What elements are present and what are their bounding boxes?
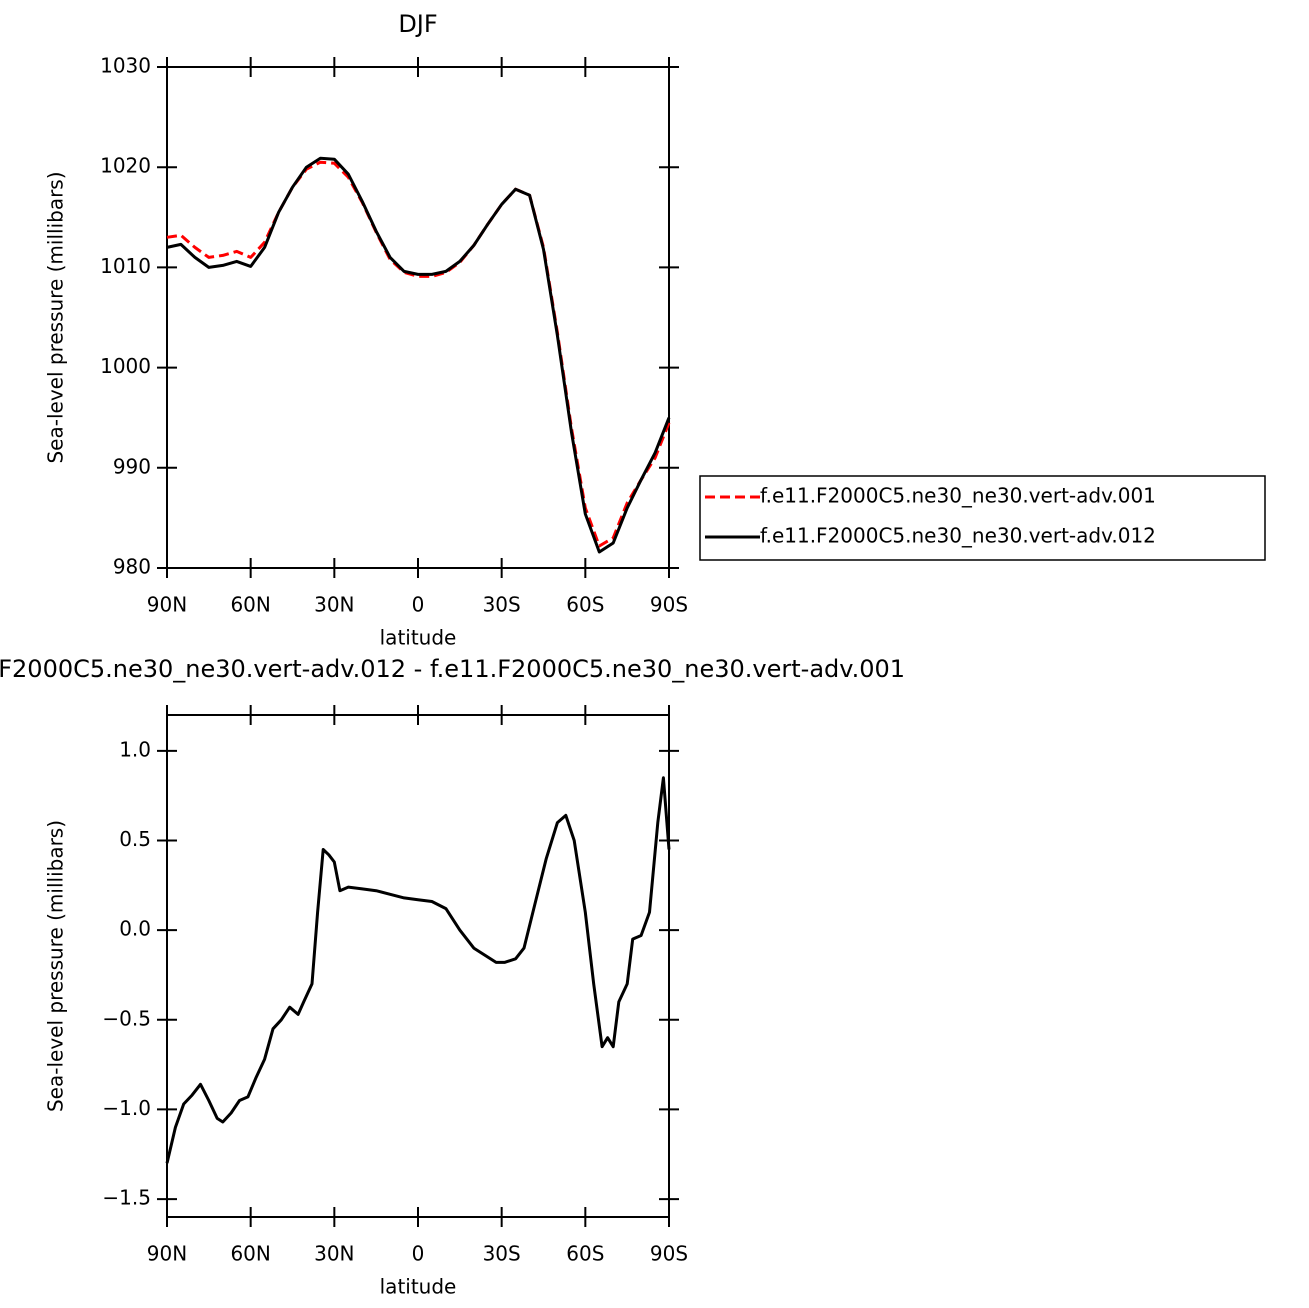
x-axis-label: latitude xyxy=(380,1275,457,1299)
chart-title: f.e11.F2000C5.ne30_ne30.vert-adv.012 - f… xyxy=(0,655,905,683)
x-tick-label: 60S xyxy=(566,1242,604,1266)
legend-box xyxy=(699,475,1266,561)
y-tick-label: 1010 xyxy=(100,254,151,278)
x-tick-label: 90S xyxy=(650,1242,688,1266)
x-tick-label: 0 xyxy=(412,593,425,617)
y-tick-label: 0.0 xyxy=(119,917,151,941)
y-axis-label: Sea-level pressure (millibars) xyxy=(44,820,68,1112)
x-tick-label: 30N xyxy=(314,1242,354,1266)
y-tick-label: 1020 xyxy=(100,154,151,178)
y-tick-label: 1030 xyxy=(100,54,151,78)
legend-label: f.e11.F2000C5.ne30_ne30.vert-adv.001 xyxy=(760,484,1156,508)
x-tick-label: 90N xyxy=(147,593,187,617)
x-tick-label: 30N xyxy=(314,593,354,617)
y-tick-label: −1.5 xyxy=(102,1186,151,1210)
x-tick-label: 90S xyxy=(650,593,688,617)
x-tick-label: 60N xyxy=(230,1242,270,1266)
x-tick-label: 30S xyxy=(483,593,521,617)
y-axis-label: Sea-level pressure (millibars) xyxy=(44,171,68,463)
y-tick-label: 1000 xyxy=(100,354,151,378)
legend-label: f.e11.F2000C5.ne30_ne30.vert-adv.012 xyxy=(760,524,1156,548)
x-tick-label: 30S xyxy=(483,1242,521,1266)
y-tick-label: 990 xyxy=(113,454,151,478)
x-tick-label: 60N xyxy=(230,593,270,617)
chart-title: DJF xyxy=(398,10,437,38)
y-tick-label: −1.0 xyxy=(102,1096,151,1120)
x-tick-label: 60S xyxy=(566,593,604,617)
y-tick-label: 0.5 xyxy=(119,827,151,851)
plot-frame xyxy=(166,714,670,1218)
x-axis-label: latitude xyxy=(380,626,457,650)
data-line xyxy=(165,776,671,1164)
y-tick-label: −0.5 xyxy=(102,1006,151,1030)
plot-frame xyxy=(166,66,670,569)
y-tick-label: 980 xyxy=(113,555,151,579)
x-tick-label: 0 xyxy=(412,1242,425,1266)
y-tick-label: 1.0 xyxy=(119,737,151,761)
x-tick-label: 90N xyxy=(147,1242,187,1266)
data-line xyxy=(166,156,671,554)
data-line xyxy=(166,160,671,548)
